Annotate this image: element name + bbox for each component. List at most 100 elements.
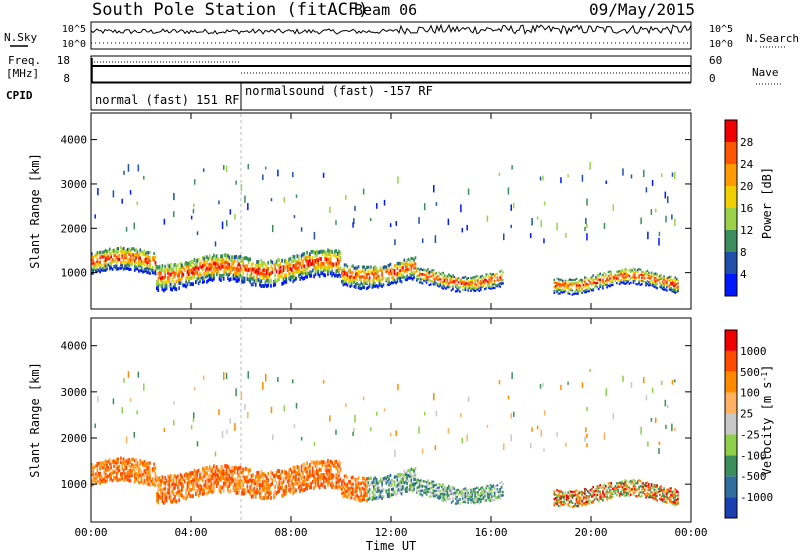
power-cell-928 <box>334 249 336 254</box>
velocity-cell-223 <box>146 482 149 486</box>
power-cell-1406 <box>463 284 465 288</box>
power-cell-1701 <box>589 281 592 284</box>
velocity-cell-1708 <box>592 501 595 504</box>
velocity-cell-2004 <box>672 500 675 504</box>
power-cell-728 <box>282 277 285 282</box>
velocity-cell-82 <box>111 478 114 483</box>
power-cell-1040 <box>363 276 365 280</box>
power-sparse-cell-5 <box>292 171 294 178</box>
velocity-cell-1068 <box>371 497 374 501</box>
velocity-cell-596 <box>243 479 246 484</box>
power-cell-1429 <box>468 283 471 287</box>
power-cell-1532 <box>493 279 496 282</box>
power-cell-1883 <box>639 268 642 271</box>
power-cell-423 <box>200 275 203 280</box>
velocity-sparse-cell-85 <box>221 430 224 439</box>
power-cell-665 <box>263 272 265 277</box>
velocity-cell-222 <box>144 462 147 467</box>
velocity-cell-1929 <box>652 486 654 489</box>
power-cell-1817 <box>622 282 625 285</box>
power-cell-910 <box>328 249 331 254</box>
velocity-cell-941 <box>338 483 340 488</box>
velocity-cell-697 <box>272 495 275 500</box>
power-cell-1477 <box>479 282 482 286</box>
velocity-cell-1002 <box>353 492 356 496</box>
power-cell-1627 <box>570 288 572 292</box>
velocity-cell-1069 <box>371 495 374 499</box>
velocity-cell-417 <box>197 468 200 473</box>
power-cell-1194 <box>406 270 408 274</box>
power-cell-1023 <box>359 283 361 287</box>
velocity-cell-1079 <box>372 477 375 481</box>
velocity-cell-1242 <box>418 485 421 488</box>
power-cell-275 <box>158 264 161 269</box>
velocity-cell-1706 <box>591 490 593 493</box>
velocity-cell-1232 <box>416 486 418 490</box>
power-cell-1493 <box>484 283 486 286</box>
velocity-sparse-cell-43 <box>300 436 303 441</box>
power-cell-836 <box>310 249 313 254</box>
power-cell-1547 <box>499 282 502 285</box>
velocity-cell-353 <box>181 487 183 492</box>
power-cell-1682 <box>584 280 586 283</box>
velocity-cell-332 <box>174 474 176 479</box>
velocity-cell-133 <box>124 464 126 468</box>
power-cell-505 <box>221 274 224 278</box>
power-cell-1599 <box>561 283 564 286</box>
power-cell-787 <box>297 258 300 263</box>
velocity-cell-954 <box>341 487 343 491</box>
velocity-cell-1427 <box>468 499 471 502</box>
velocity-cell-1606 <box>563 495 565 498</box>
velocity-cell-667 <box>263 472 265 477</box>
power-cell-1226 <box>414 270 417 274</box>
velocity-cell-1451 <box>474 496 477 499</box>
velocity-sparse-cell-18 <box>125 436 128 444</box>
velocity-cell-1926 <box>652 496 654 499</box>
power-cell-604 <box>246 268 249 273</box>
power-cell-71 <box>108 267 111 271</box>
power-cell-982 <box>347 275 350 279</box>
velocity-cell-352 <box>181 493 183 498</box>
velocity-cell-556 <box>234 477 236 482</box>
power-colorbar-cell-2 <box>725 230 737 252</box>
velocity-cell-782 <box>296 465 299 470</box>
power-cell-1730 <box>597 275 600 278</box>
velocity-cell-1964 <box>661 494 664 497</box>
velocity-cell-424 <box>200 484 203 489</box>
power-cell-329 <box>174 283 176 287</box>
power-cell-830 <box>309 258 311 263</box>
power-cell-1182 <box>402 262 404 266</box>
power-cell-595 <box>243 276 246 281</box>
power-cell-1452 <box>474 282 477 285</box>
velocity-cell-874 <box>320 467 322 472</box>
velocity-cell-566 <box>236 481 239 486</box>
velocity-cell-873 <box>320 473 322 477</box>
velocity-cell-269 <box>157 483 160 488</box>
power-cell-525 <box>225 253 228 258</box>
power-cell-1958 <box>660 284 663 287</box>
velocity-cell-1345 <box>446 495 449 498</box>
velocity-cell-1887 <box>641 485 643 488</box>
power-cell-502 <box>220 262 222 267</box>
velocity-cell-1660 <box>578 499 581 503</box>
power-cell-241 <box>149 259 151 263</box>
power-cell-1378 <box>454 283 457 286</box>
velocity-cell-796 <box>300 468 303 473</box>
power-cell-661 <box>261 264 264 268</box>
power-cell-1242 <box>418 273 421 277</box>
velocity-sparse-cell-69 <box>605 388 608 397</box>
power-cell-565 <box>236 275 239 280</box>
power-cell-1668 <box>579 280 582 283</box>
velocity-cell-1281 <box>428 481 431 485</box>
power-cell-1403 <box>461 279 464 282</box>
velocity-cell-1685 <box>585 503 588 506</box>
velocity-cell-634 <box>254 475 257 480</box>
power-cell-1137 <box>389 262 392 266</box>
power-cell-1612 <box>566 286 568 290</box>
velocity-cell-1588 <box>559 494 561 498</box>
velocity-cell-1248 <box>420 484 422 487</box>
power-cell-1970 <box>663 282 665 285</box>
velocity-cell-665 <box>263 484 265 489</box>
power-cell-704 <box>274 262 277 267</box>
power-cell-1711 <box>592 281 595 284</box>
